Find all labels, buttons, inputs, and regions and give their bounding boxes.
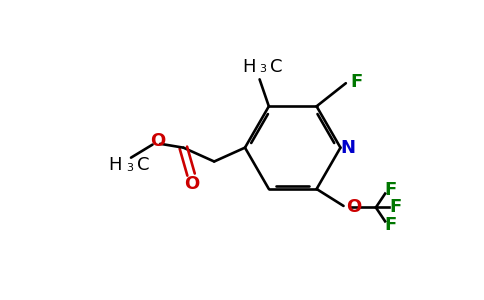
Text: H: H bbox=[108, 156, 122, 174]
Text: F: F bbox=[390, 199, 402, 217]
Text: O: O bbox=[184, 175, 199, 193]
Text: C: C bbox=[137, 156, 150, 174]
Text: O: O bbox=[347, 199, 362, 217]
Text: 3: 3 bbox=[259, 64, 266, 74]
Text: O: O bbox=[151, 133, 166, 151]
Text: F: F bbox=[350, 73, 363, 91]
Text: N: N bbox=[340, 139, 355, 157]
Text: C: C bbox=[271, 58, 283, 76]
Text: 3: 3 bbox=[126, 163, 133, 173]
Text: F: F bbox=[384, 216, 396, 234]
Text: F: F bbox=[384, 181, 396, 199]
Text: H: H bbox=[242, 58, 256, 76]
